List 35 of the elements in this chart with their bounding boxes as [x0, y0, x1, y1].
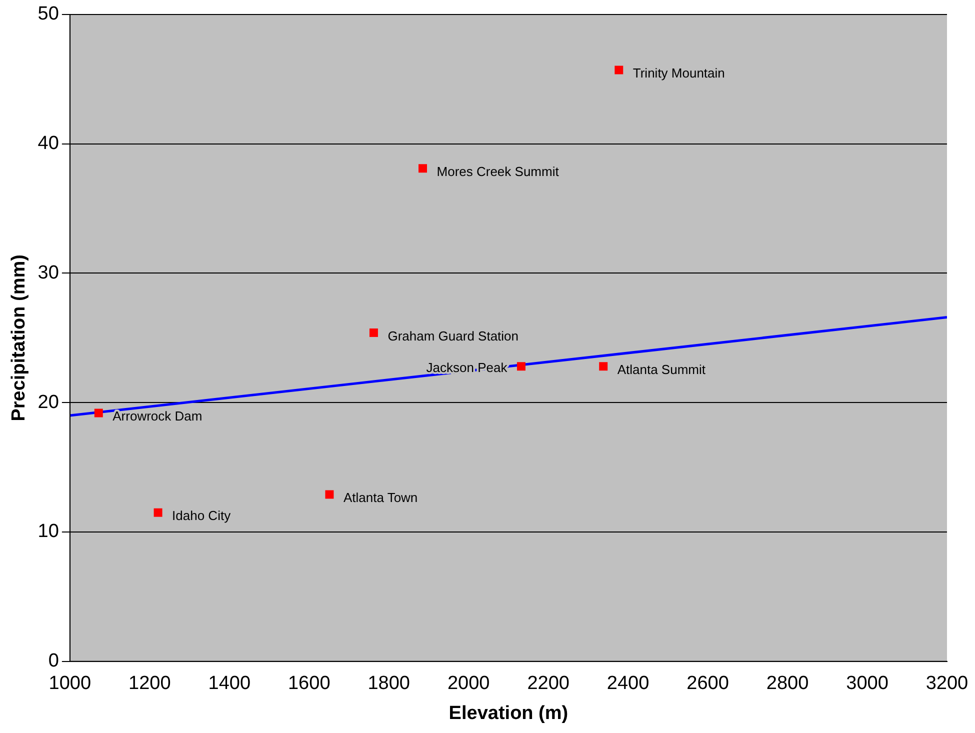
point — [154, 508, 162, 517]
x-tick-label: 1000 — [48, 673, 92, 694]
annotation: Mores Creek Summit — [436, 164, 560, 179]
y-tick-label: 50 — [38, 4, 59, 25]
point — [325, 490, 334, 499]
point — [614, 66, 624, 74]
x-tick-label: 1400 — [208, 673, 251, 694]
annotation: Graham Guard Station — [388, 328, 519, 344]
annotation: Trinity Mountain — [632, 66, 725, 81]
point — [369, 328, 378, 337]
point — [516, 362, 526, 371]
annotation: Arrowrock Dam — [112, 408, 202, 424]
point — [599, 362, 608, 371]
x-tick-label: 3200 — [926, 673, 968, 694]
x-tick-label: 1200 — [128, 673, 171, 694]
x-axis-title: Elevation (m) — [448, 702, 568, 724]
x-tick-label: 3000 — [846, 673, 888, 694]
x-tick-label: 2000 — [447, 673, 490, 694]
point — [94, 408, 103, 418]
x-tick-label: 2800 — [766, 673, 809, 694]
y-tick-label: 40 — [38, 133, 59, 154]
y-tick-label: 20 — [38, 392, 59, 413]
x-tick-label: 2400 — [606, 673, 650, 694]
y-tick-label: 10 — [38, 521, 59, 542]
x-tick-label: 2600 — [686, 673, 729, 694]
x-tick-label: 1800 — [368, 673, 410, 694]
annotation: Idaho City — [172, 508, 232, 524]
x-tick-label: 2200 — [527, 673, 570, 694]
point — [418, 164, 427, 173]
annotation: Atlanta Summit — [617, 362, 706, 377]
y-axis-title: Precipitation (mm) — [8, 254, 30, 422]
y-tick-label: 0 — [48, 650, 59, 672]
annotation: Atlanta Town — [343, 490, 418, 506]
y-tick-label: 30 — [38, 262, 59, 284]
x-tick-label: 1600 — [288, 673, 330, 694]
